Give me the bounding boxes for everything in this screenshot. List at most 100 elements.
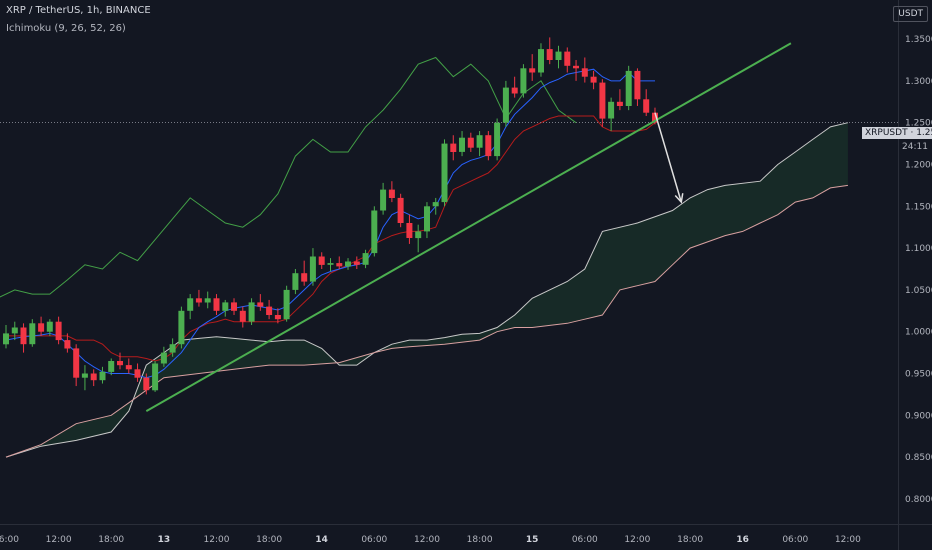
bar-countdown: 24:11	[902, 142, 928, 152]
candle-body	[415, 231, 422, 239]
candle-body	[73, 348, 80, 378]
time-tick-label: 06:00	[572, 535, 598, 545]
candle-body	[108, 361, 115, 372]
price-tick-label: 1.1000	[905, 244, 932, 254]
time-tick-label: 06:00	[361, 535, 387, 545]
time-tick-label: 13	[158, 535, 171, 545]
cloud-fill	[6, 122, 848, 458]
candle-body	[301, 273, 308, 282]
candle-body	[625, 70, 632, 106]
candle-body	[222, 302, 229, 311]
candle-body	[213, 298, 220, 311]
candle-body	[81, 373, 88, 378]
candle-body	[388, 189, 395, 198]
candle-body	[459, 137, 465, 152]
candle-body	[195, 298, 202, 303]
candle-body	[152, 363, 159, 391]
candle-body	[257, 302, 264, 307]
candle-body	[38, 323, 45, 332]
candle-body	[616, 101, 623, 106]
candle-body	[169, 344, 176, 353]
conversion-line	[5, 68, 655, 379]
candle-body	[441, 143, 448, 203]
candle-body	[99, 371, 106, 381]
time-tick-label: 18:00	[677, 535, 703, 545]
candle-body	[432, 202, 439, 207]
candle-body	[564, 51, 571, 66]
candle-body	[11, 327, 18, 334]
candle-body	[266, 306, 273, 315]
candle-body	[318, 256, 325, 265]
candle-body	[239, 310, 246, 322]
candle-body	[494, 122, 501, 157]
candle-body	[538, 49, 544, 73]
candle-body	[160, 352, 167, 364]
ichimoku-lines	[0, 56, 656, 379]
candle-body	[20, 327, 27, 345]
leading-span-b	[5, 184, 848, 458]
candle-body	[64, 340, 71, 349]
candle-body	[511, 87, 518, 94]
ichimoku-cloud	[5, 122, 849, 458]
candle-body	[362, 253, 369, 265]
time-tick-label: 15	[526, 535, 539, 545]
candle-body	[345, 261, 351, 267]
time-tick-label: 12:00	[414, 535, 440, 545]
currency-unit-label[interactable]: USDT	[893, 6, 928, 22]
candle-body	[327, 263, 334, 265]
candle-body	[274, 315, 281, 320]
candle-body	[599, 82, 606, 119]
candle-body	[590, 76, 597, 83]
candle-body	[117, 361, 123, 366]
price-tick-label: 1.0500	[905, 286, 932, 296]
price-tick-label: 1.3000	[905, 77, 932, 87]
candle-body	[555, 51, 562, 60]
candle-body	[231, 302, 237, 311]
lagging-span	[0, 56, 577, 298]
price-tick-label: 1.1500	[905, 202, 932, 212]
price-tag-symbol: XRPUSDT	[865, 128, 908, 138]
candle-body	[3, 333, 9, 345]
candle-body	[204, 298, 211, 303]
candle-body	[581, 68, 588, 77]
time-tick-label: 16	[736, 535, 749, 545]
candles	[3, 37, 658, 395]
candle-body	[608, 101, 615, 119]
candle-body	[652, 112, 658, 123]
time-tick-label: 12:00	[835, 535, 861, 545]
candle-body	[292, 273, 299, 290]
candle-body	[467, 137, 474, 148]
candle-body	[502, 87, 509, 123]
candle-body	[125, 365, 132, 370]
candle-body	[424, 206, 430, 232]
candle-body	[380, 189, 387, 211]
price-tick-label: 1.2500	[905, 119, 932, 129]
symbol-title[interactable]: XRP / TetherUS, 1h, BINANCE	[6, 5, 151, 16]
price-tick-label: 1.2000	[905, 161, 932, 171]
candle-body	[55, 321, 62, 341]
time-tick-label: 18:00	[256, 535, 282, 545]
price-tag-value: 1.2503	[916, 128, 932, 138]
leading-span-a	[5, 122, 849, 458]
time-tick-label: 14	[315, 535, 328, 545]
projection-arrow	[654, 112, 683, 203]
candle-body	[634, 70, 641, 100]
last-price-tag: XRPUSDT · 1.2503	[862, 127, 932, 139]
candle-body	[406, 223, 413, 238]
candle-body	[450, 143, 457, 152]
candle-body	[46, 321, 53, 332]
projection-arrow-head	[674, 193, 684, 204]
candle-body	[643, 99, 650, 113]
indicator-label[interactable]: Ichimoku (9, 26, 52, 26)	[6, 23, 126, 34]
candle-body	[371, 210, 378, 254]
time-tick-label: 12:00	[624, 535, 650, 545]
price-tick-label: 0.8000	[905, 495, 932, 505]
drawings	[0, 42, 898, 412]
time-tick-label: 18:00	[98, 535, 124, 545]
candle-body	[90, 373, 97, 381]
candle-body	[309, 256, 316, 282]
